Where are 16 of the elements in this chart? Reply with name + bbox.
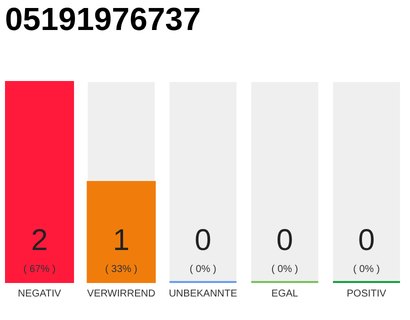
annotation: ( 67% ) (23, 264, 56, 275)
data-label: 0 (358, 224, 375, 257)
x-tick-label: NEGATIV (18, 288, 62, 300)
annotation: ( 33% ) (105, 264, 138, 275)
data-label: 1 (112, 224, 130, 257)
data-label: 0 (194, 224, 212, 257)
chart-title: 05191976737 (5, 1, 201, 37)
annotation: ( 0% ) (190, 264, 216, 275)
data-label: 2 (31, 224, 48, 257)
x-tick-label: EGAL (271, 288, 299, 300)
annotation: ( 0% ) (271, 264, 298, 275)
annotation: ( 0% ) (353, 264, 380, 275)
x-tick-label: UNBEKANNTE (168, 288, 238, 300)
x-tick-label: POSITIV (346, 288, 387, 300)
x-tick-label: VERWIRREND (87, 288, 156, 300)
data-label: 0 (276, 224, 294, 257)
